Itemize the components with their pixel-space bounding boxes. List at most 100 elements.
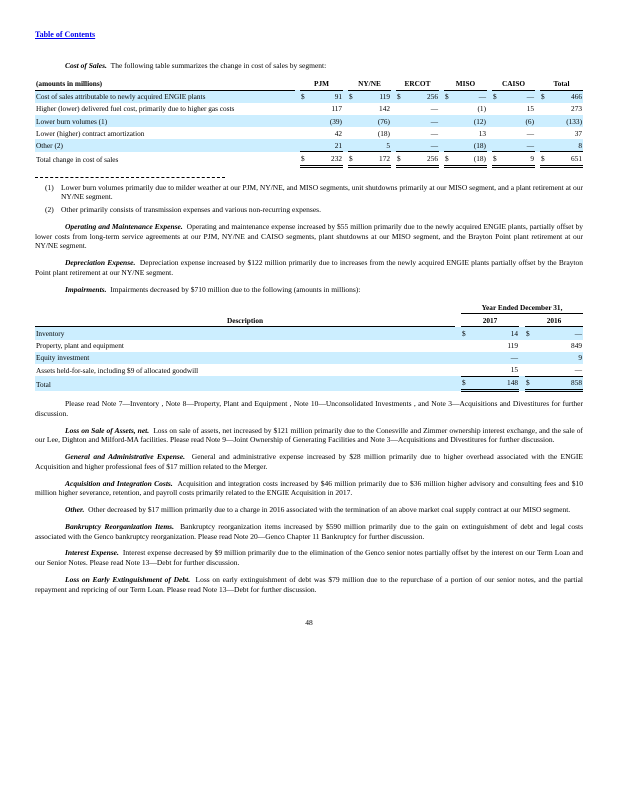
table-cell [348,103,357,115]
footnote-1: (1) Lower burn volumes primarily due to … [35,183,583,203]
table-cell: — [526,128,534,138]
footnote-number: (1) [45,182,54,192]
table-cell: $ [461,326,473,340]
table-cell: 256 [405,151,439,168]
paragraph-text: Bankruptcy reorganization items increase… [35,521,583,541]
row-label: Other (2) [35,139,295,152]
row-label: Total change in cost of sales [36,155,119,165]
paragraph-operating-maintenance: Operating and Maintenance Expense. Opera… [35,222,583,251]
table-cell [396,139,405,152]
table-row: Higher (lower) delivered fuel cost, prim… [35,103,583,115]
table-cell: 119 [357,90,391,103]
table-cell [540,115,549,128]
table-cell: (18) [377,128,390,138]
table-cell [444,115,453,128]
table-cell: 148 [473,375,519,393]
paragraph-text: Impairments decreased by $710 million du… [110,284,361,294]
table-cell [492,139,501,152]
table-row: Inventory $ 14 $ — [35,326,583,340]
paragraph-lead: Depreciation Expense. [65,258,136,268]
paragraph-lead: Operating and Maintenance Expense. [65,221,183,231]
table-cell: 15 [526,104,534,114]
footnote-2: (2) Other primarily consists of transmis… [35,205,583,215]
table-cell: 273 [571,104,582,114]
paragraph-lead: General and Administrative Expense. [65,452,186,462]
table-cell [300,127,309,139]
table-cell [300,103,309,115]
paragraph-depreciation: Depreciation Expense. Depreciation expen… [35,258,583,278]
table-header-row: (amounts in millions) PJM NY/NE ERCOT MI… [35,77,583,91]
paragraph-lead: Acquisition and Integration Costs. [65,478,173,488]
table-cell: 9 [537,351,583,364]
row-label: Higher (lower) delivered fuel cost, prim… [36,104,235,114]
paragraph-lead: Interest Expense. [65,548,119,558]
table-cell [300,139,309,152]
table-cell: (6) [501,115,535,128]
table-cell: 172 [357,151,391,168]
table-cell [540,127,549,139]
table-cell [540,139,549,152]
paragraph-lead: Loss on Sale of Assets, net. [65,425,150,435]
table-cell: 256 [405,90,439,103]
page-number: 48 [305,618,313,628]
table-cell [348,127,357,139]
row-label: Cost of sales attributable to newly acqu… [35,90,295,103]
table-cell [492,115,501,128]
table-cell: 117 [331,104,342,114]
table-cell: (18) [453,139,487,152]
footnote-number: (2) [45,205,54,215]
table-cell: $ [540,151,549,168]
table-cell [492,127,501,139]
table-year-header-row: Year Ended December 31, [35,301,583,315]
paragraph-cost-of-sales: Cost of Sales. The following table summa… [35,61,583,71]
table-cell: $ [348,151,357,168]
paragraph-lead: Cost of Sales. [65,61,107,70]
row-label: Total [35,376,455,391]
paragraph-text: Loss on early extinguishment of debt was… [35,574,584,594]
paragraph-other: Other. Other decreased by $17 million pr… [35,505,583,515]
table-cell: 9 [501,151,535,168]
table-cell: 466 [549,90,583,103]
row-label: Inventory [35,326,455,340]
table-cell: (39) [309,115,343,128]
table-cell: $ [444,151,453,168]
table-of-contents-nav: Table of Contents [35,30,583,39]
row-label: Property, plant and equipment [36,341,124,351]
row-label: Assets held-for-sale, including $9 of al… [36,365,199,375]
paragraph-text: Interest expense decreased by $9 million… [35,548,583,568]
table-cell [461,364,473,377]
paragraph-loss-on-sale: Loss on Sale of Assets, net. Loss on sal… [35,426,583,446]
table-cell [444,103,453,115]
table-cell [348,139,357,152]
paragraph-text: Please read Note 7—Inventory , Note 8—Pr… [35,399,583,418]
table-cell: — [453,90,487,103]
paragraph-general-admin: General and Administrative Expense. Gene… [35,452,583,472]
table-cell: — [501,139,535,152]
footnote-text: Lower burn volumes primarily due to mild… [61,182,583,202]
table-cell: — [405,115,439,128]
table-cell: 119 [507,341,518,351]
paragraph-bankruptcy-reorg: Bankruptcy Reorganization Items. Bankrup… [35,522,583,542]
table-cell: $ [300,90,309,103]
table-cell: (76) [357,115,391,128]
table-total-row: Total change in cost of sales $ 232 $ 17… [35,151,583,168]
table-cell: $ [348,90,357,103]
table-cell: 5 [357,139,391,152]
column-header-miso: MISO [444,77,487,91]
table-cell [461,351,473,364]
table-cell: 42 [334,128,342,138]
paragraph-impairments: Impairments. Impairments decreased by $7… [35,285,583,295]
table-cell [525,364,537,377]
paragraph-text: Other decreased by $17 million primarily… [88,505,571,515]
table-cell: $ [492,151,501,168]
table-row: Equity investment — 9 [35,351,583,364]
paragraph-text: Acquisition and integration costs increa… [35,478,583,498]
table-cell: 21 [309,139,343,152]
table-cell [348,115,357,128]
table-cell: $ [444,90,453,103]
table-cell: — [405,139,439,152]
table-cell: $ [461,375,473,393]
table-of-contents-link[interactable]: Table of Contents [35,30,96,39]
footnote-text: Other primarily consists of transmission… [61,205,321,215]
